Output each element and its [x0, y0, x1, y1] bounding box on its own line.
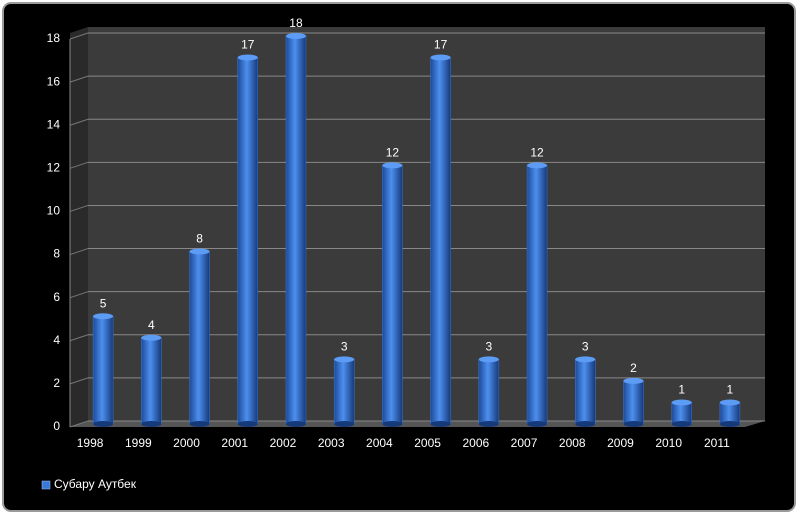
- bar-top: [189, 248, 210, 255]
- bar-top: [623, 377, 644, 384]
- bar-top: [430, 54, 451, 61]
- data-label: 3: [485, 340, 492, 354]
- bar: [333, 359, 355, 425]
- bar-bottom: [623, 421, 644, 427]
- bar-bottom: [575, 421, 596, 427]
- y-tick-label: 10: [47, 204, 61, 218]
- bar-bottom: [671, 421, 692, 427]
- bar-top: [237, 54, 258, 61]
- data-label: 17: [241, 38, 255, 52]
- grid-side: [69, 32, 89, 40]
- bar-top: [382, 162, 403, 169]
- bar: [285, 35, 307, 425]
- x-tick-label: 2004: [366, 436, 393, 450]
- y-tick-label: 6: [53, 290, 60, 304]
- legend-label: Субару Аутбек: [54, 477, 137, 491]
- bar-top: [527, 162, 548, 169]
- bar-bottom: [93, 421, 114, 427]
- bar-bottom: [237, 421, 258, 427]
- bar-top: [671, 399, 692, 406]
- floor: [70, 421, 765, 427]
- bar: [92, 315, 114, 425]
- x-tick-label: 2001: [221, 436, 248, 450]
- bar-top: [478, 356, 499, 363]
- bar-bottom: [527, 421, 548, 427]
- x-tick-label: 2006: [462, 436, 489, 450]
- data-label: 17: [434, 38, 448, 52]
- data-label: 4: [148, 318, 155, 332]
- legend-swatch: [41, 480, 51, 490]
- grid-side: [69, 161, 89, 169]
- bar-bottom: [334, 421, 355, 427]
- data-label: 12: [530, 146, 544, 160]
- bar: [430, 57, 451, 425]
- x-tick-label: 2003: [318, 436, 345, 450]
- bar: [382, 165, 403, 425]
- bar-top: [141, 334, 162, 341]
- bar: [526, 165, 548, 425]
- bar: [189, 251, 210, 425]
- x-tick-label: 2002: [270, 436, 297, 450]
- data-label: 2: [630, 361, 637, 375]
- bar-top: [575, 356, 596, 363]
- bar-bottom: [382, 421, 403, 427]
- x-tick-label: 2010: [655, 436, 682, 450]
- x-tick-label: 1999: [125, 436, 152, 450]
- bar: [478, 359, 500, 425]
- bar-top: [93, 313, 114, 320]
- data-label: 8: [196, 232, 203, 246]
- bar: [237, 57, 258, 425]
- grid-side: [69, 118, 89, 126]
- y-tick-label: 18: [47, 31, 61, 45]
- side-wall: [70, 27, 88, 427]
- bar: [671, 402, 692, 425]
- y-tick-label: 14: [47, 117, 61, 131]
- bar-bottom: [141, 421, 162, 427]
- x-tick-label: 2007: [511, 436, 538, 450]
- bar-top: [719, 399, 740, 406]
- grid-side: [69, 291, 89, 299]
- bar-top: [285, 33, 306, 39]
- x-tick-label: 2005: [414, 436, 441, 450]
- bar-top: [334, 356, 355, 363]
- grid-side: [69, 420, 89, 428]
- grid-side: [69, 248, 89, 256]
- grid-side: [69, 204, 89, 212]
- x-tick-label: 2009: [607, 436, 634, 450]
- data-label: 5: [100, 296, 107, 310]
- grid-side: [69, 75, 89, 83]
- y-tick-label: 4: [53, 333, 60, 347]
- data-label: 18: [289, 16, 303, 30]
- x-tick-label: 2000: [173, 436, 200, 450]
- y-tick-label: 0: [53, 419, 60, 433]
- y-tick-label: 12: [47, 161, 61, 175]
- bar: [575, 359, 596, 425]
- data-label: 1: [678, 383, 685, 397]
- y-tick-label: 16: [47, 74, 61, 88]
- bar: [719, 402, 741, 425]
- bar: [623, 380, 644, 425]
- bar-bottom: [189, 421, 210, 427]
- x-tick-label: 2008: [559, 436, 586, 450]
- data-label: 3: [341, 340, 348, 354]
- bar-bottom: [719, 421, 740, 427]
- bar-bottom: [430, 421, 451, 427]
- grid-side: [69, 377, 89, 385]
- data-label: 12: [386, 146, 400, 160]
- y-tick-label: 8: [53, 247, 60, 261]
- bar: [141, 337, 162, 425]
- bar-bottom: [285, 421, 306, 427]
- x-tick-label: 2011: [704, 436, 730, 450]
- grid-side: [69, 334, 89, 342]
- bar-bottom: [478, 421, 499, 427]
- x-tick-label: 1998: [77, 436, 104, 450]
- data-label: 3: [582, 340, 589, 354]
- y-tick-label: 2: [53, 376, 60, 390]
- data-label: 1: [727, 383, 734, 397]
